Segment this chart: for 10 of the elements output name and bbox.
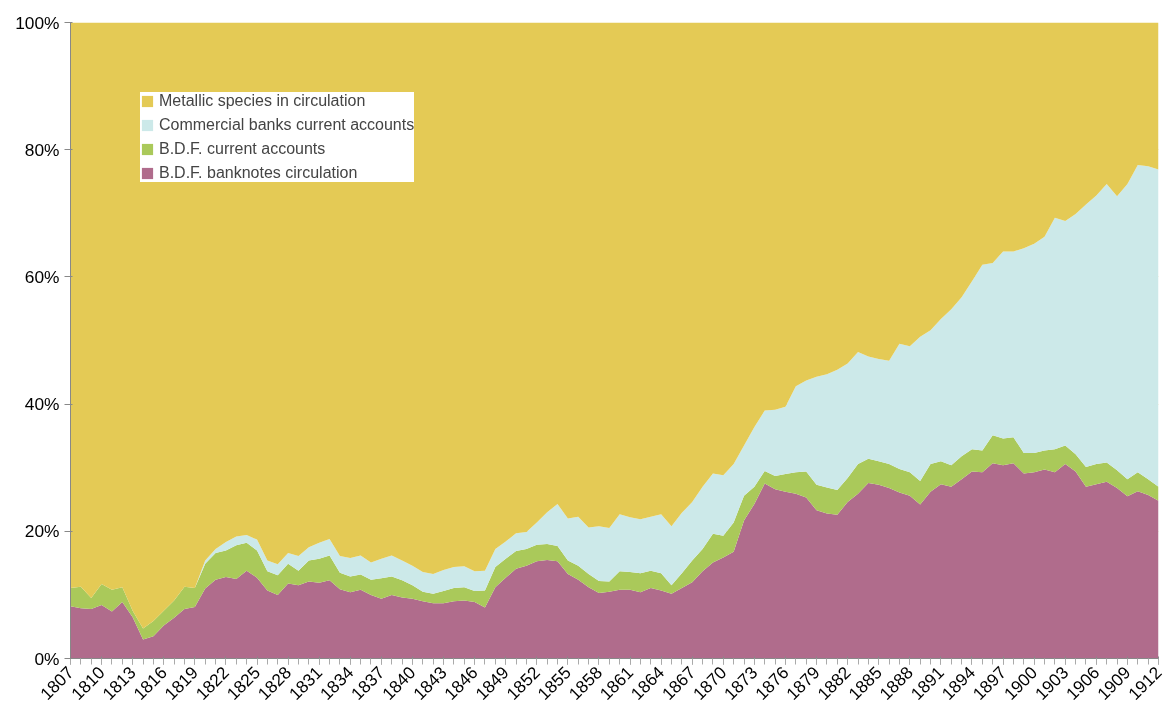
legend-label: B.D.F. current accounts [159, 140, 326, 158]
series-label: Metallic species in circulation [159, 92, 366, 110]
legend-label: Commercial banks current accounts [159, 116, 415, 134]
legend-label: B.D.F. banknotes circulation [159, 164, 358, 182]
y-tick-label: 100% [15, 12, 60, 33]
y-tick-label: 60% [24, 266, 60, 287]
y-tick-label: 0% [34, 648, 60, 669]
y-tick-label: 20% [24, 521, 60, 542]
y-tick-label: 40% [24, 394, 60, 415]
y-tick-label: 80% [24, 139, 60, 160]
